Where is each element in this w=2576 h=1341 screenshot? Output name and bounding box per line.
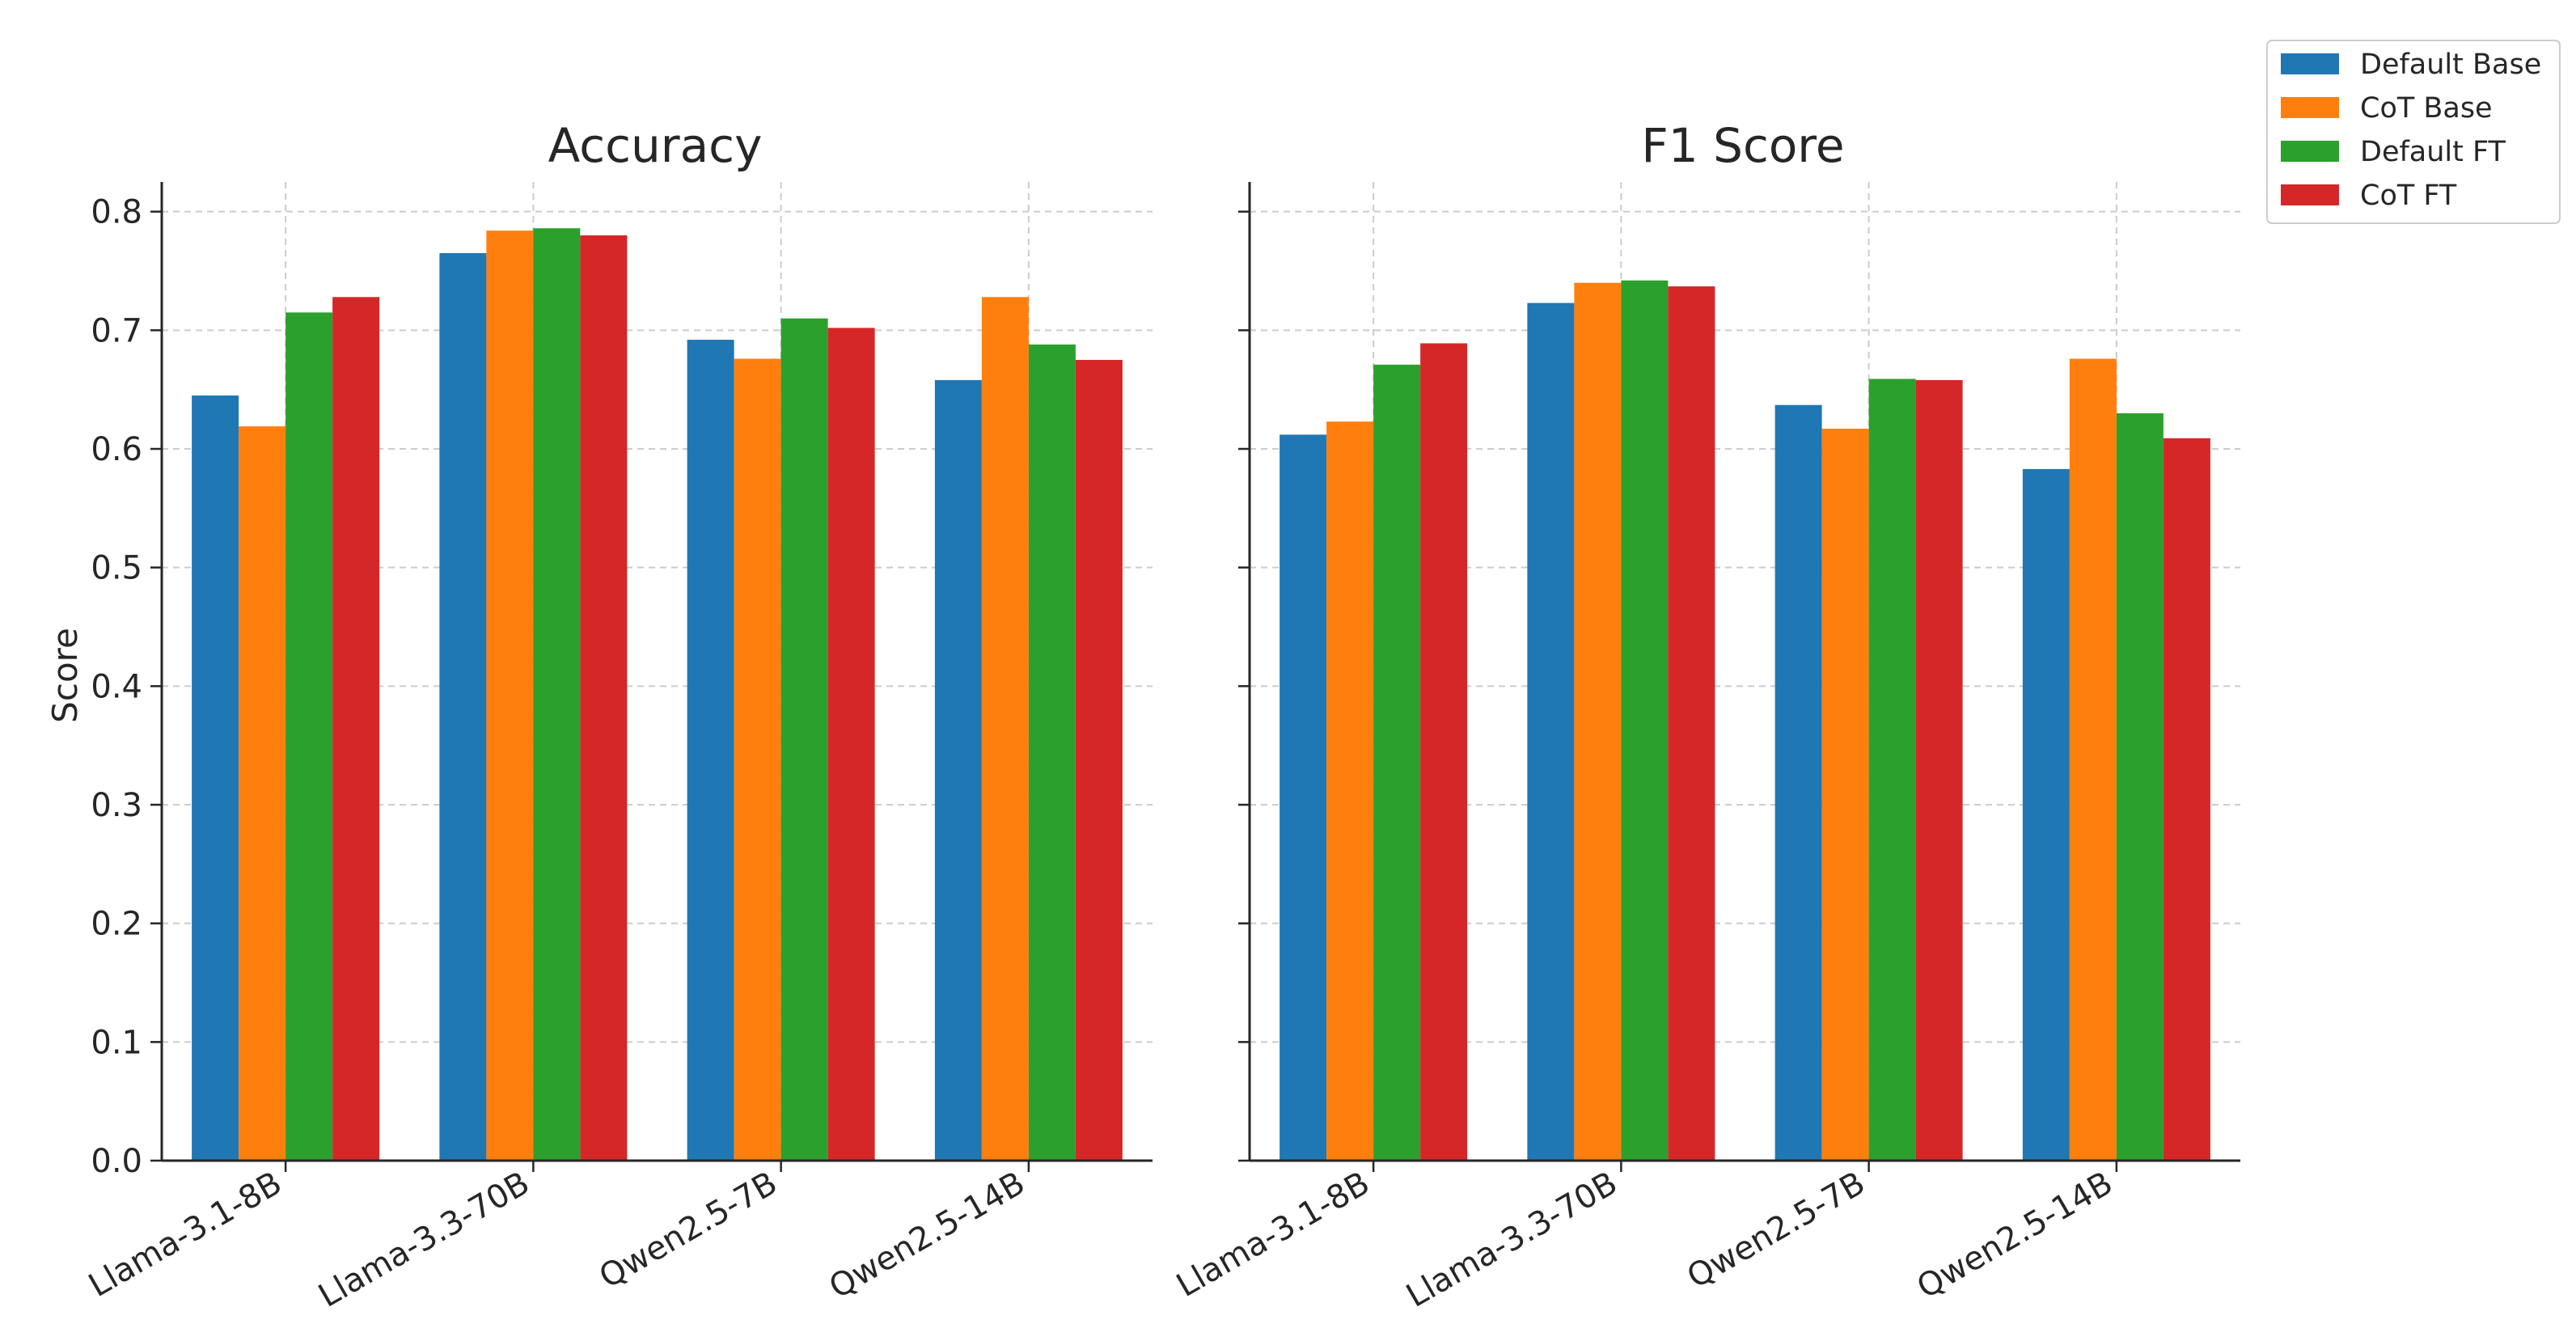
bar-default-ft-llama-3.3-70b <box>1621 280 1669 1161</box>
x-tick-label: Llama-3.1-8B <box>82 1165 288 1305</box>
y-tick-label: 0.3 <box>91 787 142 824</box>
bar-default-ft-qwen2.5-7b <box>1868 379 1916 1161</box>
bar-cot-base-llama-3.1-8b <box>1326 421 1374 1161</box>
bar-cot-ft-qwen2.5-14b <box>2163 438 2210 1161</box>
bar-cot-ft-qwen2.5-14b <box>1075 360 1123 1161</box>
y-tick-label: 0.8 <box>91 194 142 231</box>
bar-cot-base-llama-3.1-8b <box>239 426 286 1161</box>
bar-cot-ft-qwen2.5-7b <box>827 328 875 1161</box>
bar-default-ft-qwen2.5-14b <box>2116 413 2164 1161</box>
y-tick-label: 0.4 <box>91 668 142 705</box>
legend-swatch-cot-base <box>2281 97 2339 118</box>
bar-default-ft-llama-3.1-8b <box>286 312 333 1161</box>
bar-cot-base-qwen2.5-14b <box>981 297 1029 1161</box>
bar-default-base-qwen2.5-14b <box>2022 468 2070 1161</box>
y-tick-label: 0.5 <box>91 550 142 587</box>
x-tick-label: Qwen2.5-14B <box>1911 1165 2119 1306</box>
bar-default-base-qwen2.5-7b <box>687 340 734 1161</box>
bar-default-ft-qwen2.5-7b <box>780 318 828 1161</box>
legend-swatch-default-ft <box>2281 141 2339 162</box>
legend-frame <box>2266 40 2561 224</box>
bar-cot-base-qwen2.5-7b <box>734 358 781 1161</box>
bar-cot-base-llama-3.3-70b <box>1574 282 1622 1161</box>
legend-label-cot-base: CoT Base <box>2360 92 2493 125</box>
bar-default-base-qwen2.5-14b <box>934 379 982 1161</box>
bar-cot-ft-llama-3.3-70b <box>1668 286 1715 1161</box>
legend-swatch-default-base <box>2281 53 2339 74</box>
subplot-accuracy: Accuracy 0.0 0.1 0.2 0.3 0.4 0.5 0.6 0.7 0.8 Llam… <box>82 118 1153 1315</box>
y-tick-label: 0.6 <box>91 431 142 468</box>
bar-default-base-llama-3.3-70b <box>1527 302 1575 1161</box>
y-axis-label: Score <box>45 628 85 723</box>
legend-label-default-base: Default Base <box>2360 49 2541 81</box>
y-tick-label: 0.0 <box>91 1143 142 1180</box>
x-tick-label: Qwen2.5-14B <box>823 1165 1031 1306</box>
bar-cot-base-qwen2.5-7b <box>1821 429 1869 1161</box>
bar-cot-base-qwen2.5-14b <box>2069 358 2117 1161</box>
chart-title: F1 Score <box>1641 118 1844 173</box>
legend-label-default-ft: Default FT <box>2360 136 2506 168</box>
y-tick-label: 0.1 <box>91 1024 142 1061</box>
legend: Default Base CoT Base Default FT CoT FT <box>2266 40 2561 224</box>
y-tick-label: 0.2 <box>91 906 142 943</box>
legend-swatch-cot-ft <box>2281 184 2339 205</box>
bar-cot-ft-llama-3.1-8b <box>1420 343 1468 1161</box>
bar-cot-base-llama-3.3-70b <box>486 231 534 1161</box>
legend-label-cot-ft: CoT FT <box>2360 180 2457 212</box>
x-tick-label: Llama-3.3-70B <box>1400 1165 1623 1315</box>
y-tick-label: 0.7 <box>91 312 142 349</box>
bar-default-ft-llama-3.1-8b <box>1373 364 1421 1161</box>
x-tick-label: Qwen2.5-7B <box>593 1165 783 1296</box>
chart-title: Accuracy <box>548 118 763 173</box>
bar-default-base-llama-3.1-8b <box>1280 434 1327 1161</box>
bar-default-base-qwen2.5-7b <box>1774 404 1822 1161</box>
subplot-f1-score: F1 Score Llama-3.1-8B Llama-3.3-70B Qwen2.… <box>1170 118 2240 1315</box>
bar-cot-ft-llama-3.3-70b <box>580 235 628 1161</box>
x-tick-label: Llama-3.1-8B <box>1170 1165 1376 1305</box>
bar-default-ft-llama-3.3-70b <box>533 228 581 1161</box>
bar-default-base-llama-3.1-8b <box>192 396 239 1161</box>
x-tick-label: Qwen2.5-7B <box>1681 1165 1871 1296</box>
bar-cot-ft-llama-3.1-8b <box>332 297 380 1161</box>
x-tick-label: Llama-3.3-70B <box>312 1165 535 1315</box>
bar-default-base-llama-3.3-70b <box>439 253 487 1161</box>
bar-default-ft-qwen2.5-14b <box>1028 344 1076 1161</box>
bar-cot-ft-qwen2.5-7b <box>1915 379 1963 1161</box>
